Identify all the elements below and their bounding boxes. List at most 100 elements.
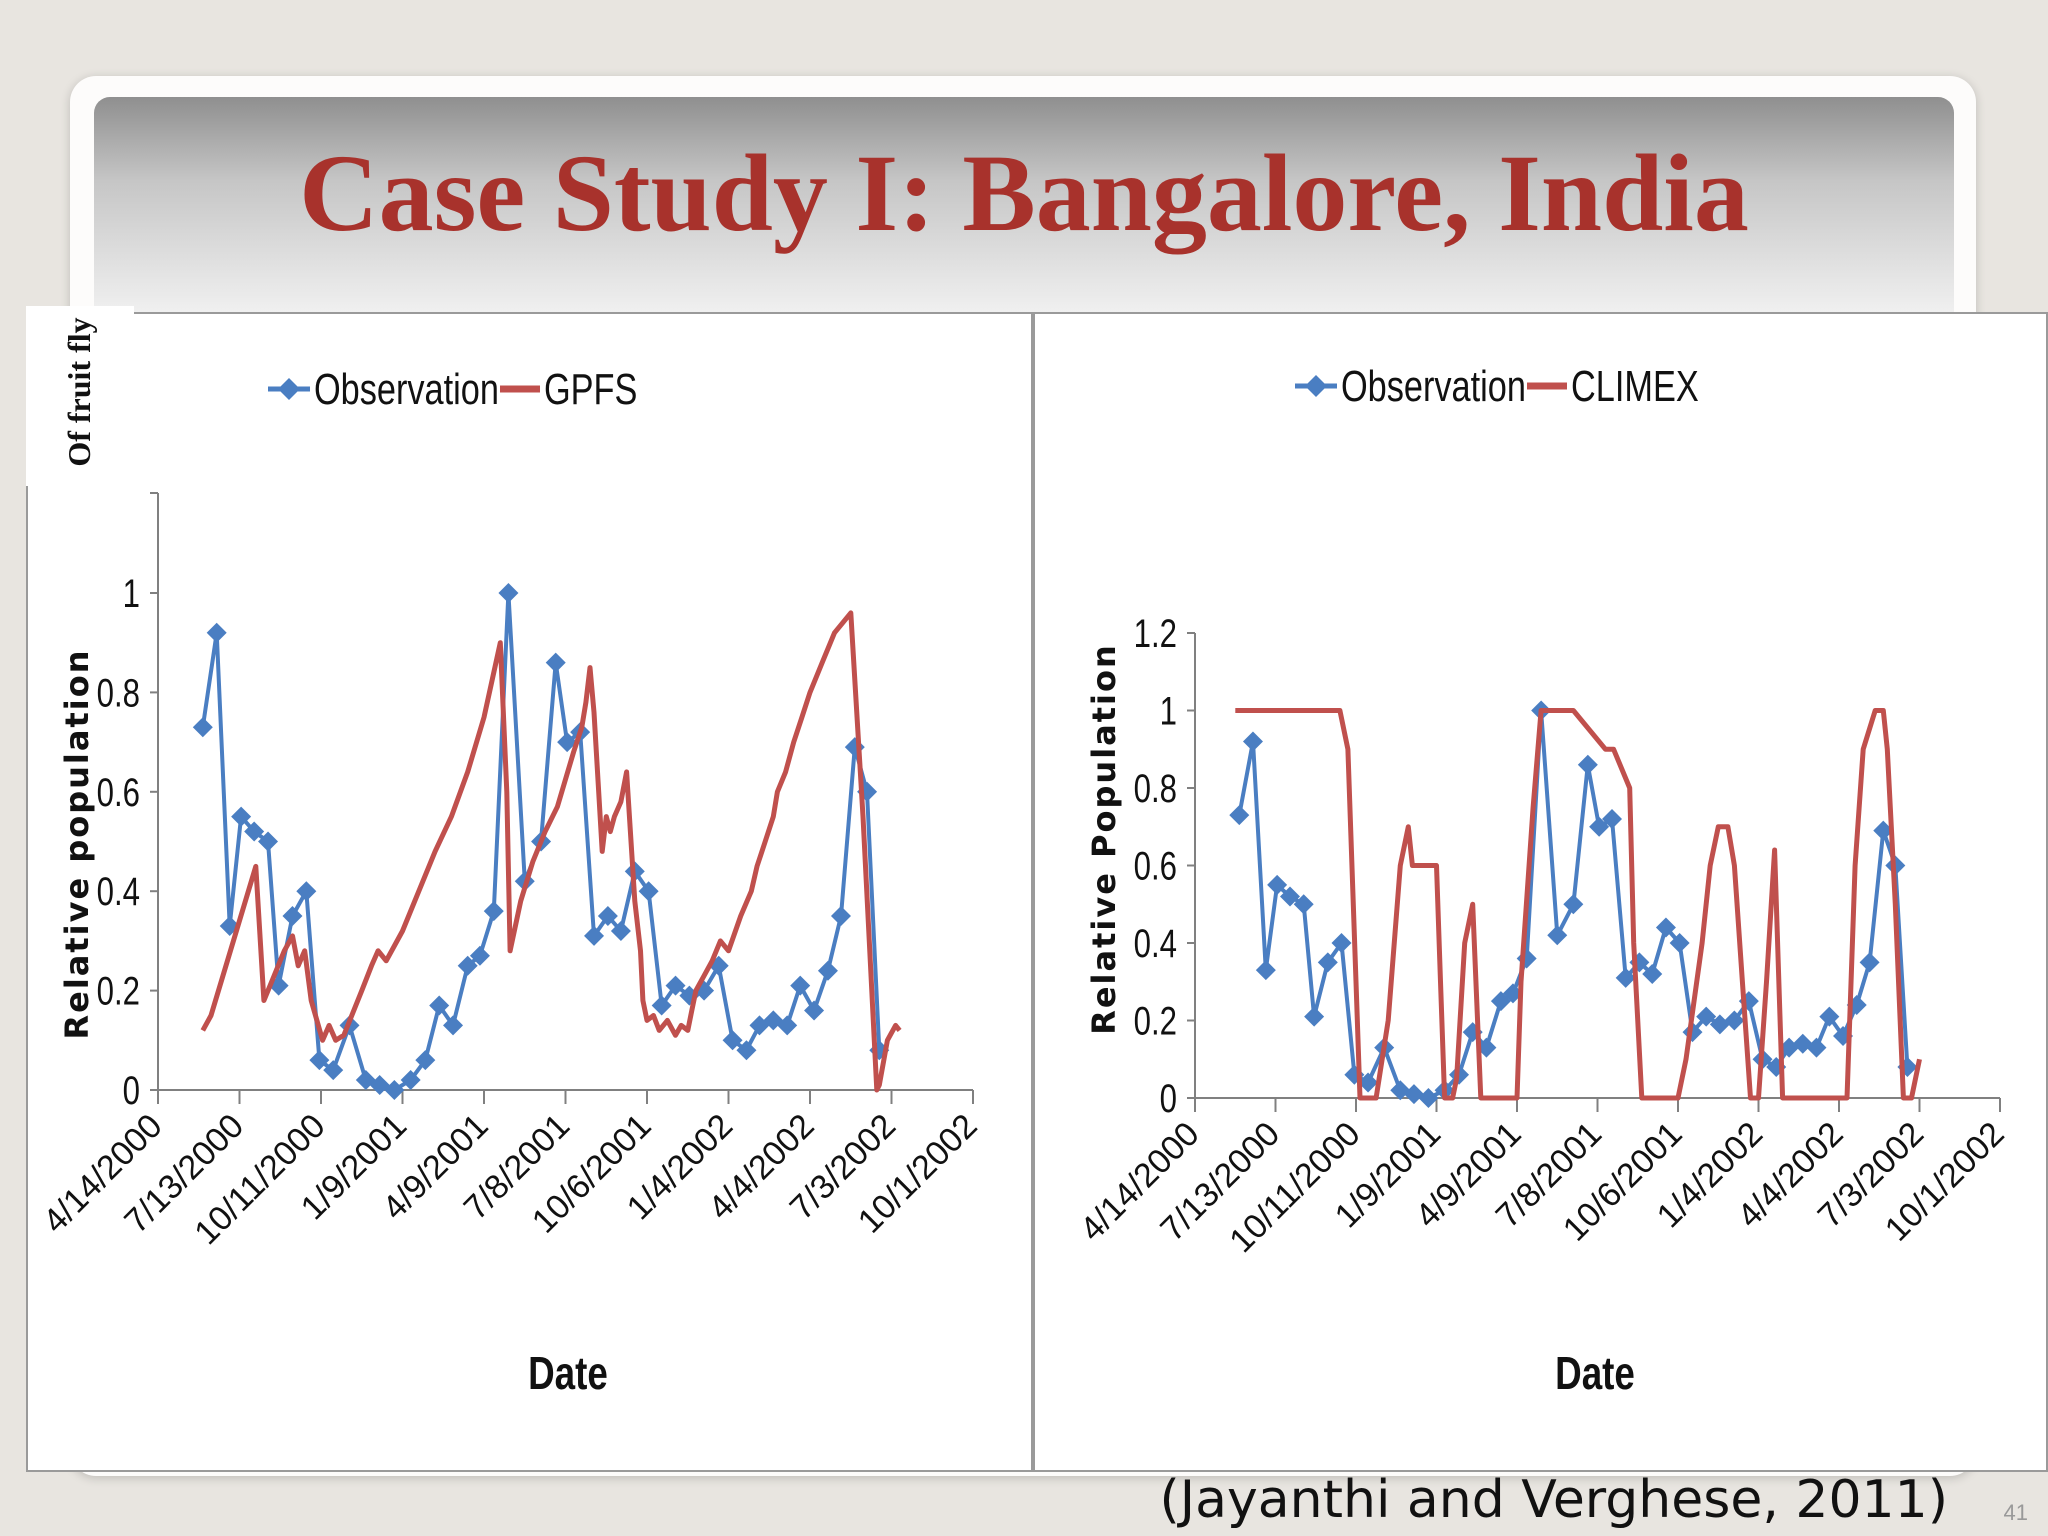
data-point	[1229, 805, 1250, 826]
data-point	[1242, 731, 1263, 752]
data-point	[722, 1030, 743, 1051]
slide-title: Case Study I: Bangalore, India	[299, 132, 1749, 254]
data-point	[206, 622, 227, 643]
data-point	[1779, 1037, 1800, 1058]
data-point	[1819, 1006, 1840, 1027]
y-tick-label: 0.2	[97, 969, 140, 1014]
data-point	[1724, 1010, 1745, 1031]
data-point	[1696, 1006, 1717, 1027]
data-point	[258, 831, 279, 852]
data-point	[429, 995, 450, 1016]
data-point	[1304, 1006, 1325, 1027]
y-tick-label: 0.2	[1134, 999, 1177, 1044]
x-axis-title: Date	[1555, 1347, 1635, 1399]
data-point	[1589, 816, 1610, 837]
y-tick-label: 0.6	[97, 770, 140, 815]
data-point	[736, 1040, 757, 1061]
series-line-gpfs	[200, 610, 902, 1093]
data-point	[1655, 917, 1676, 938]
data-point	[597, 906, 618, 927]
data-point	[1293, 894, 1314, 915]
legend-label-observation: Observation	[314, 365, 499, 414]
data-point	[1279, 886, 1300, 907]
legend-label-model: CLIMEX	[1571, 362, 1699, 411]
y-tick-label: 1	[123, 571, 140, 616]
data-point	[557, 732, 578, 753]
data-point	[415, 1050, 436, 1071]
page-number: 41	[2003, 1500, 2028, 1525]
data-point	[1563, 894, 1584, 915]
data-point	[1601, 809, 1622, 829]
data-point	[483, 901, 504, 922]
data-point	[400, 1070, 421, 1091]
y-tick-label: 0	[1160, 1076, 1177, 1121]
data-point	[817, 960, 838, 981]
data-point	[1577, 754, 1598, 775]
series-line-climex	[1235, 708, 1922, 1101]
data-point	[1806, 1037, 1827, 1058]
chart-gpfs: 00.20.40.60.814/14/20007/13/200010/11/20…	[36, 365, 985, 1399]
y-tick-label: 1.2	[1134, 611, 1177, 656]
data-point	[309, 1050, 330, 1071]
data-point	[1255, 960, 1276, 981]
y-tick-label: 0.4	[1134, 921, 1177, 966]
data-point	[469, 945, 490, 966]
data-point	[1846, 995, 1867, 1015]
data-point	[355, 1070, 376, 1091]
data-point	[804, 1000, 825, 1021]
data-point	[1358, 1072, 1379, 1093]
y-axis-title: Relative population	[58, 648, 96, 1039]
data-point	[1669, 933, 1690, 953]
data-point	[638, 881, 659, 902]
data-point	[443, 1015, 464, 1036]
data-point	[282, 906, 303, 927]
data-point	[1476, 1037, 1497, 1058]
y-tick-label: 0.6	[1134, 844, 1177, 889]
citation: (Jayanthi and Verghese, 2011)	[1159, 1470, 1948, 1530]
data-point	[1547, 925, 1568, 946]
y-tick-label: 0.8	[97, 671, 140, 716]
chart-panel-climex: 0 0.2 0.4 0.6 0.8 1 1.2 4/14/2000 7/13/2000 10/11…	[1033, 312, 2048, 1472]
data-point	[1317, 952, 1338, 973]
data-point	[1331, 933, 1352, 953]
data-point	[498, 583, 519, 603]
y-tick-label: 0.8	[1134, 766, 1177, 811]
data-point	[1418, 1088, 1439, 1108]
data-point	[192, 717, 213, 738]
data-point	[651, 995, 672, 1016]
side-label: Of fruit fly	[61, 317, 98, 467]
data-point	[545, 652, 566, 673]
data-point	[384, 1080, 405, 1100]
data-point	[1490, 991, 1511, 1012]
y-tick-label: 0	[123, 1068, 140, 1113]
data-point	[1859, 952, 1880, 973]
data-point	[584, 925, 605, 946]
data-point	[231, 806, 252, 827]
data-point	[1390, 1080, 1411, 1101]
data-point	[1403, 1084, 1424, 1105]
side-label-box	[26, 306, 134, 486]
data-point	[830, 906, 851, 927]
chart-climex: 00.20.40.60.811.24/14/20007/13/200010/11…	[1073, 362, 2012, 1399]
data-point	[790, 975, 811, 996]
data-point	[1709, 1014, 1730, 1035]
legend-label-model: GPFS	[544, 365, 637, 414]
y-tick-label: 0.4	[97, 870, 140, 915]
chart-panel-gpfs: 0 0.2 0.4 0.6 0.8 1 4/14/2000 7/13/2000 10/11/20…	[26, 312, 1033, 1472]
data-point	[1267, 874, 1288, 895]
legend-marker-observation	[278, 378, 300, 400]
data-point	[777, 1015, 798, 1036]
data-point	[244, 821, 265, 842]
data-point	[665, 975, 686, 996]
data-point	[1615, 967, 1636, 988]
data-point	[844, 737, 865, 758]
data-point	[1873, 820, 1894, 841]
y-axis-title: Relative Population	[1085, 643, 1123, 1035]
legend-marker-observation	[1305, 375, 1327, 397]
x-axis-title: Date	[528, 1347, 608, 1399]
data-point	[1642, 964, 1663, 984]
data-point	[457, 955, 478, 976]
title-bar	[94, 97, 1954, 319]
y-tick-label: 1	[1160, 689, 1177, 734]
data-point	[323, 1060, 344, 1081]
